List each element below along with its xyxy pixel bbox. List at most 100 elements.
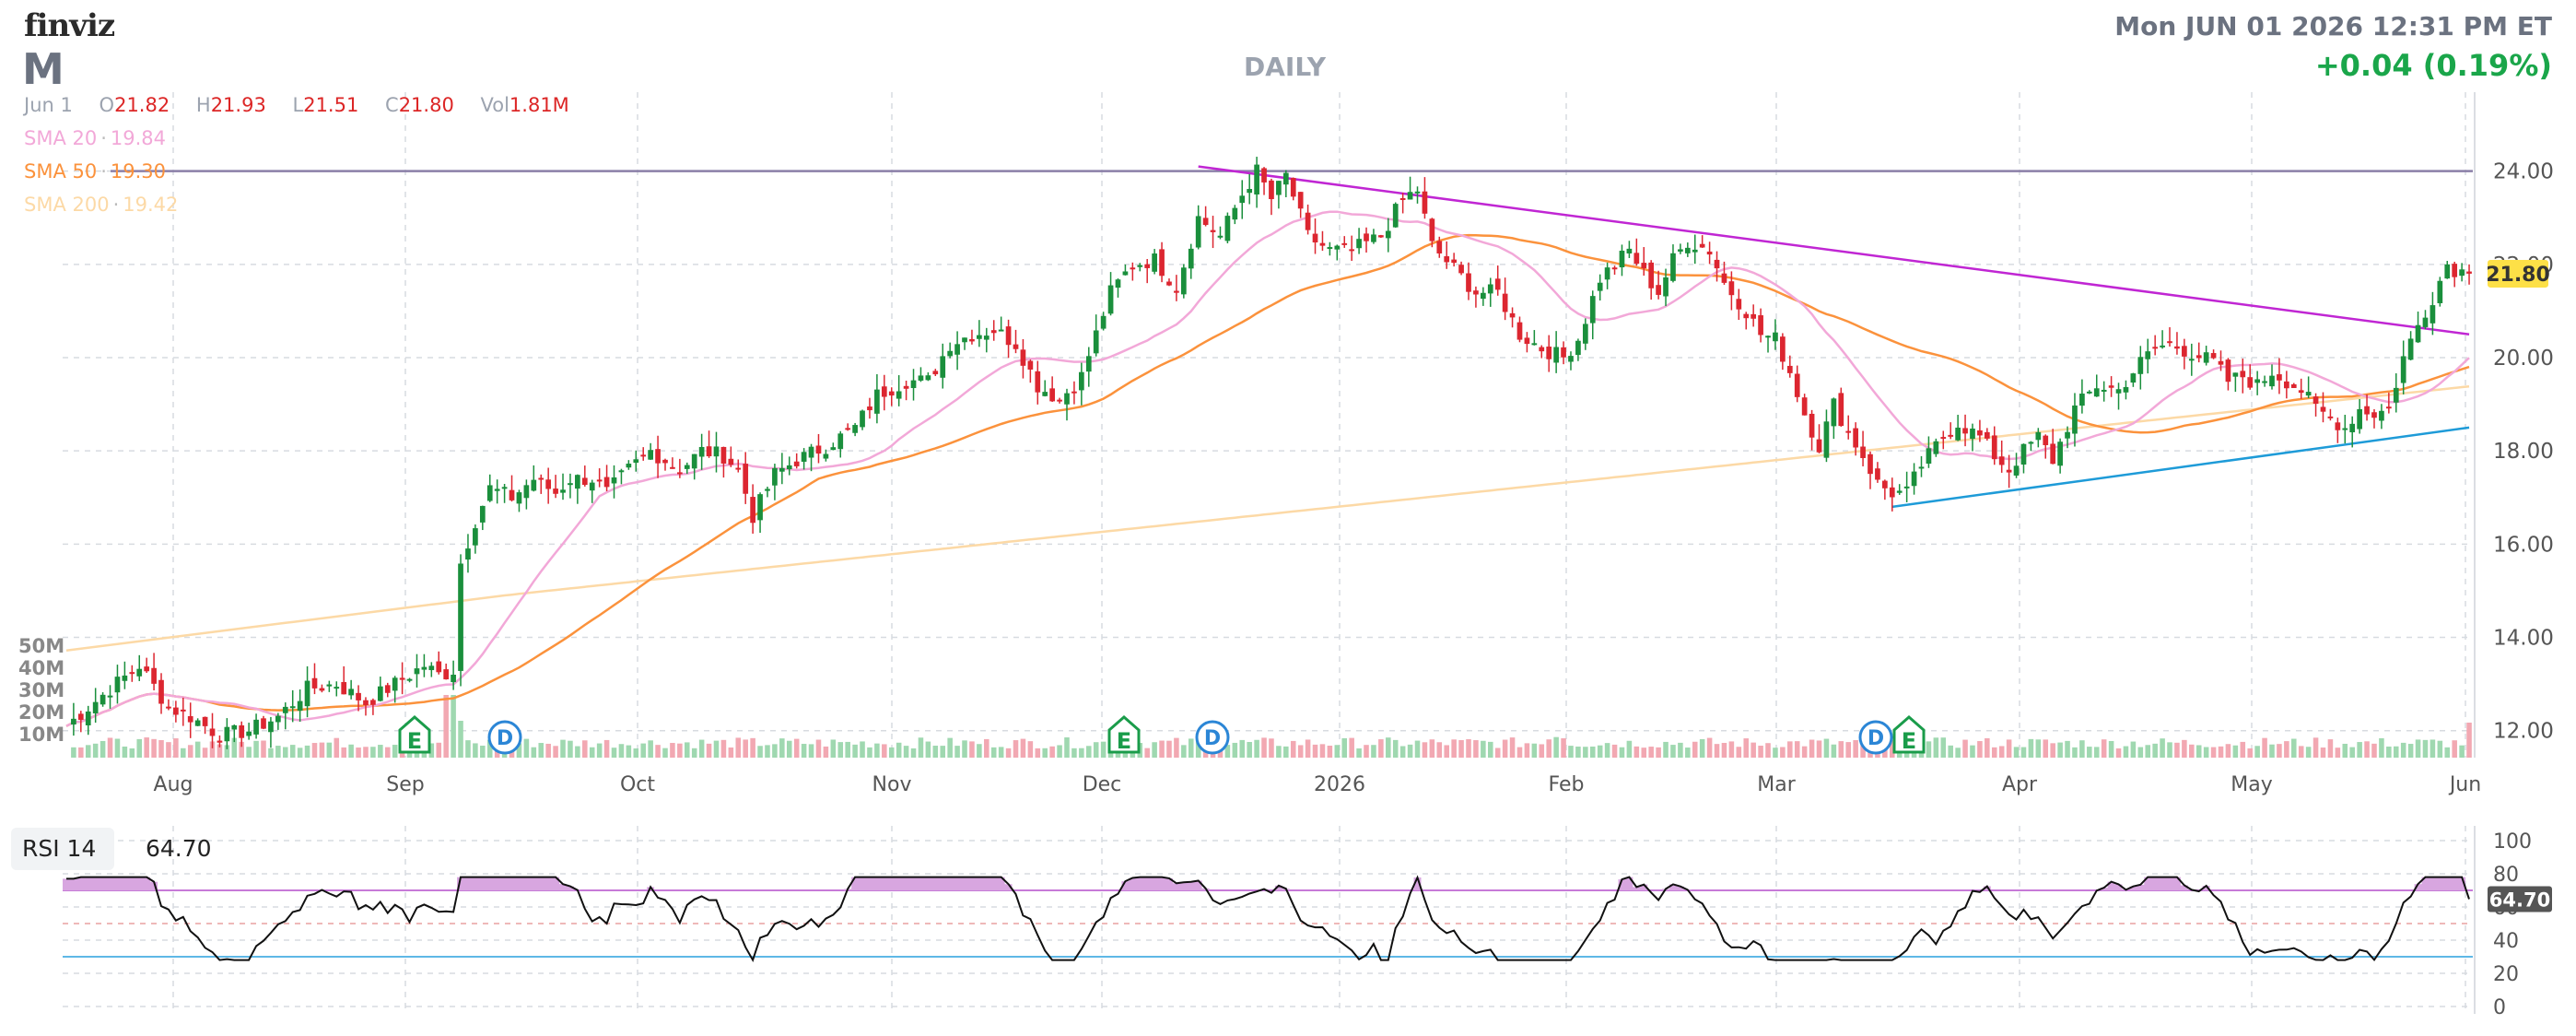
high-value: 21.93 bbox=[210, 94, 266, 116]
volume-bar bbox=[962, 740, 967, 758]
volume-bar bbox=[1728, 741, 1735, 758]
candle-body bbox=[1466, 273, 1471, 292]
candle-body bbox=[860, 410, 865, 428]
candle-body bbox=[1991, 435, 1997, 460]
candle-body bbox=[1436, 241, 1443, 253]
volume-bar bbox=[304, 745, 310, 758]
sma200-legend[interactable]: SMA 200 · 19.42 bbox=[24, 194, 179, 216]
volume-tick-label: 20M bbox=[18, 701, 64, 724]
volume-bar bbox=[2123, 746, 2129, 758]
candle-body bbox=[2385, 406, 2392, 409]
y-tick-label: 24.00 bbox=[2493, 160, 2554, 184]
candle-body bbox=[2006, 469, 2012, 473]
ohlc-date: Jun 1 bbox=[24, 94, 73, 116]
rsi-overbought-fill bbox=[63, 877, 2466, 890]
volume-bar bbox=[1758, 746, 1763, 758]
candle-body bbox=[1385, 230, 1391, 239]
candle-body bbox=[1224, 216, 1231, 241]
candle-body bbox=[815, 445, 822, 454]
volume-bar bbox=[1451, 739, 1457, 758]
volume-bar bbox=[1926, 741, 1932, 758]
candle-body bbox=[867, 406, 872, 411]
rsi-tick-label: 80 bbox=[2493, 864, 2519, 887]
volume-bar bbox=[793, 738, 800, 758]
volume-bar bbox=[1985, 737, 1990, 758]
y-tick-label: 20.00 bbox=[2493, 347, 2554, 371]
volume-bar bbox=[2020, 747, 2027, 758]
volume-bar bbox=[1181, 745, 1187, 758]
rsi-label[interactable]: RSI 14 bbox=[11, 828, 114, 870]
candle-body bbox=[1261, 168, 1267, 182]
candle-body bbox=[1860, 446, 1866, 458]
volume-bar bbox=[428, 743, 435, 758]
candle-body bbox=[253, 719, 259, 735]
volume-bar bbox=[1319, 744, 1326, 758]
candle-body bbox=[1546, 347, 1552, 359]
rsi-line bbox=[66, 875, 2470, 963]
candle-body bbox=[925, 375, 931, 381]
volume-bar bbox=[2364, 741, 2370, 758]
volume-bars bbox=[71, 695, 2472, 758]
volume-bar bbox=[1823, 738, 1830, 758]
volume-bar bbox=[655, 745, 661, 758]
volume-bar bbox=[2459, 745, 2465, 758]
volume-bar bbox=[341, 747, 346, 758]
candle-body bbox=[1940, 437, 1947, 440]
volume-bar bbox=[1013, 740, 1019, 758]
volume-bar bbox=[1977, 741, 1983, 758]
candle-body bbox=[603, 477, 610, 488]
volume-bar bbox=[275, 746, 281, 758]
resistance-trendline bbox=[1198, 165, 2470, 336]
volume-bar bbox=[2028, 738, 2034, 758]
earnings-badge-shape bbox=[1892, 715, 1926, 754]
volume-bar bbox=[568, 740, 573, 758]
volume-bar bbox=[261, 740, 266, 758]
volume-bar bbox=[874, 743, 880, 758]
earnings-badge-shape bbox=[398, 715, 431, 754]
sma50-value: 19.30 bbox=[110, 160, 167, 182]
candle-body bbox=[2108, 385, 2114, 388]
candle-body bbox=[2277, 374, 2282, 381]
price-change: +0.04 (0.19%) bbox=[2314, 48, 2552, 83]
candle-body bbox=[918, 375, 924, 381]
chart-period[interactable]: DAILY bbox=[1244, 52, 1327, 82]
candle-body bbox=[1115, 279, 1121, 288]
volume-bar bbox=[2043, 739, 2049, 758]
volume-bar bbox=[918, 737, 924, 758]
candle-body bbox=[1743, 313, 1750, 319]
volume-bar bbox=[378, 745, 383, 758]
candle-body bbox=[261, 718, 266, 729]
volume-bar bbox=[1035, 748, 1041, 758]
x-tick-label-apr: Apr bbox=[2002, 773, 2038, 796]
candle-body bbox=[903, 385, 909, 389]
volume-bar bbox=[144, 737, 149, 758]
candle-body bbox=[334, 687, 340, 689]
volume-bar bbox=[289, 745, 296, 758]
rsi-value: 64.70 bbox=[146, 835, 212, 862]
dividend-badge-shape bbox=[487, 720, 522, 755]
candle-body bbox=[1831, 398, 1837, 427]
finviz-logo[interactable]: finviz bbox=[24, 7, 115, 44]
volume-bar bbox=[78, 747, 84, 758]
close-value: 21.80 bbox=[398, 94, 454, 116]
volume-tick-label: 50M bbox=[18, 635, 64, 657]
rsi-current-label: 64.70 bbox=[2489, 889, 2550, 912]
candle-body bbox=[1378, 235, 1384, 238]
candle-body bbox=[1984, 431, 1990, 439]
volume-bar bbox=[1057, 745, 1062, 758]
volume-bar bbox=[2013, 747, 2020, 758]
candle-body bbox=[217, 740, 223, 743]
volume-bar bbox=[516, 743, 522, 758]
candle-body bbox=[356, 692, 361, 700]
candle-body bbox=[2210, 353, 2217, 359]
sma20-legend[interactable]: SMA 20 · 19.84 bbox=[24, 127, 167, 149]
candle-body bbox=[1582, 324, 1588, 344]
volume-bar bbox=[1787, 741, 1793, 758]
volume-bar bbox=[194, 741, 201, 758]
candle-body bbox=[2342, 428, 2348, 430]
candle-body bbox=[268, 721, 274, 733]
sma50-legend[interactable]: SMA 50 · 19.30 bbox=[24, 160, 167, 182]
candle-body bbox=[1699, 243, 1705, 248]
candle-body bbox=[282, 706, 288, 713]
